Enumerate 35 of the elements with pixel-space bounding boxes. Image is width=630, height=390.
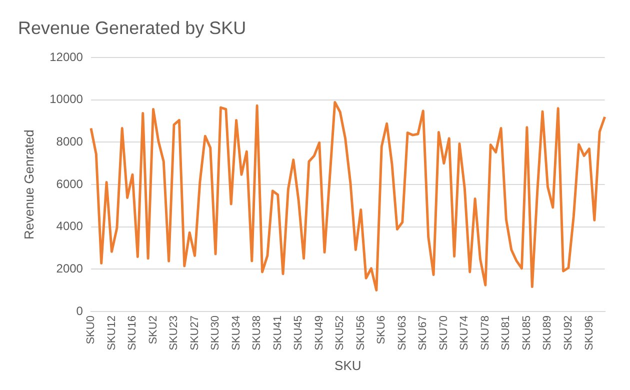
x-tick-label: SKU41 [272,316,284,350]
x-tick-label: SKU81 [500,316,512,350]
y-tick-label: 2000 [56,262,84,276]
x-tick-label: SKU74 [458,316,471,350]
y-tick-label: 12000 [50,50,84,64]
x-tick-label: SKU63 [396,316,408,350]
y-tick-label: 0 [76,304,84,318]
x-tick-label: SKU34 [230,316,242,350]
y-axis-title: Revenue Genrated [21,130,36,240]
x-tick-label: SKU45 [292,316,305,350]
x-tick-label: SKU56 [354,316,367,350]
x-tick-label: SKU96 [583,316,596,350]
x-tick-label: SKU38 [251,316,264,350]
y-tick-label: 10000 [50,92,84,106]
y-tick-label: 6000 [56,176,84,191]
x-tick-label: SKU12 [106,316,118,350]
chart-title: Revenue Generated by SKU [18,18,246,38]
x-tick-label: SKU89 [542,316,554,350]
x-tick-label: SKU2 [147,316,160,344]
x-tick-label: SKU67 [417,316,430,350]
x-tick-label: SKU52 [334,316,346,350]
y-tick-label: 4000 [56,219,84,234]
x-tick-label: SKU23 [168,316,180,350]
x-tick-label: SKU49 [313,316,326,350]
x-axis-title: SKU [334,358,362,373]
x-tick-label: SKU78 [479,316,492,350]
x-tick-label: SKU92 [562,316,574,350]
x-tick-label: SKU0 [85,316,97,344]
x-tick-label: SKU27 [188,316,201,350]
y-tick-label: 8000 [56,134,84,149]
x-tick-label: SKU6 [376,316,388,344]
x-tick-label: SKU85 [520,316,533,350]
x-tick-label: SKU70 [438,316,450,350]
x-tick-label: SKU16 [126,316,139,350]
x-tick-label: SKU30 [210,316,222,350]
